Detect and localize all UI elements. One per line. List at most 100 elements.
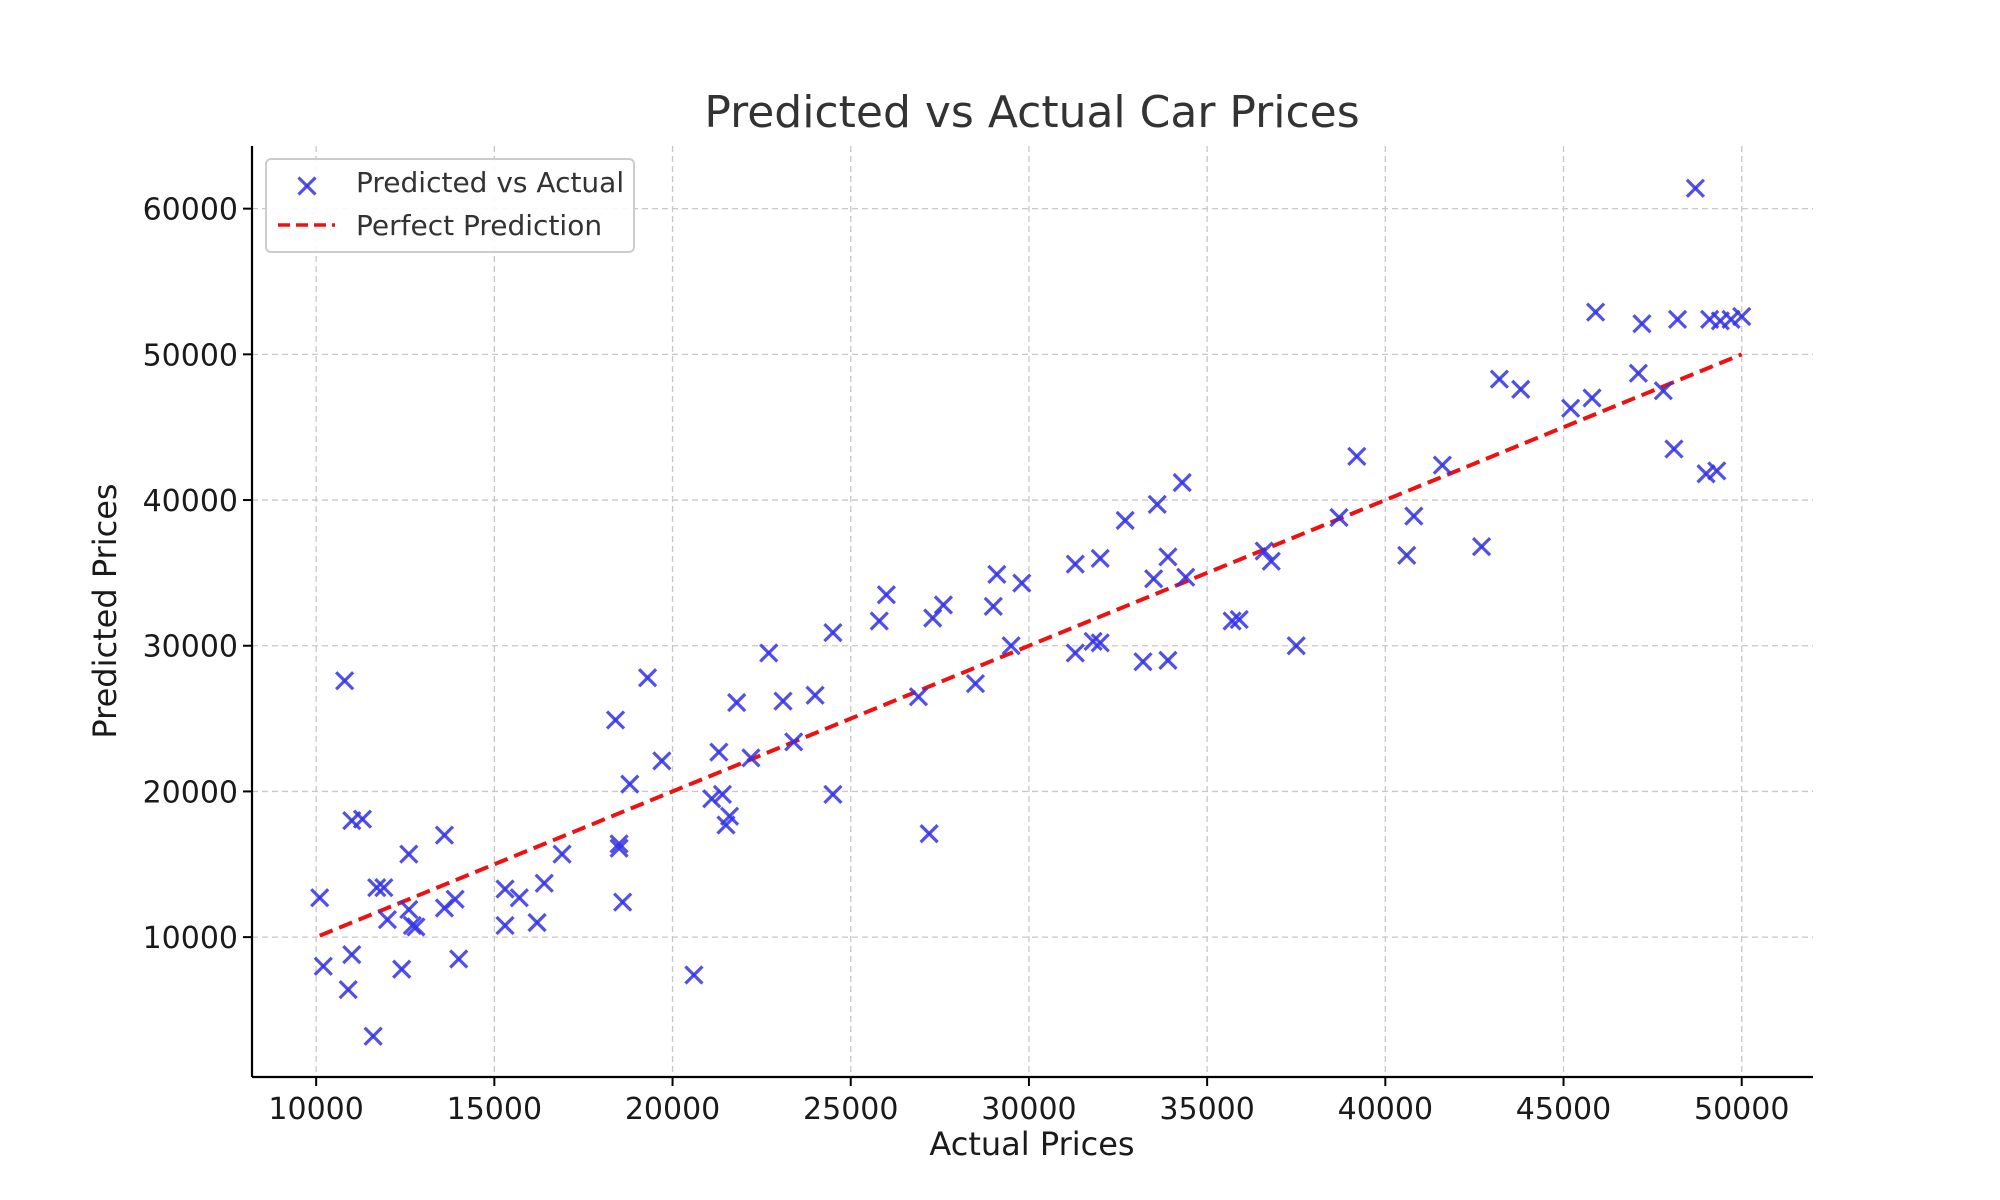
data-point	[1721, 309, 1741, 330]
point-stroke	[1001, 636, 1021, 656]
point-stroke	[1090, 633, 1110, 653]
point-stroke	[367, 877, 387, 898]
point-stroke	[1732, 306, 1752, 327]
point-stroke	[495, 915, 515, 936]
y-tick-label: 50000	[143, 338, 238, 373]
y-axis-title: Predicted Prices	[86, 483, 124, 738]
data-point	[1286, 636, 1306, 656]
data-point	[784, 732, 804, 752]
point-stroke	[399, 899, 419, 920]
y-tick-label: 40000	[143, 484, 238, 519]
point-stroke	[712, 784, 733, 804]
data-point	[1254, 541, 1274, 561]
point-stroke	[374, 877, 394, 898]
data-point	[1347, 446, 1367, 466]
data-point	[1158, 547, 1178, 567]
data-point	[933, 595, 954, 615]
data-point	[1432, 455, 1452, 475]
data-point	[1489, 369, 1510, 389]
point-stroke	[933, 595, 954, 615]
data-point	[823, 622, 843, 643]
y-tick-label: 30000	[143, 630, 238, 665]
data-point	[495, 915, 515, 936]
point-stroke	[313, 956, 333, 976]
point-stroke	[1628, 363, 1648, 383]
point-stroke	[1404, 506, 1424, 526]
data-point	[637, 668, 658, 688]
data-point	[313, 956, 333, 976]
legend: Predicted vs Actual Perfect Prediction	[265, 158, 635, 253]
point-stroke	[338, 979, 358, 1000]
x-tick-label: 40000	[1338, 1092, 1433, 1127]
point-stroke	[1511, 379, 1531, 399]
data-point	[367, 877, 387, 898]
data-point	[1632, 314, 1652, 334]
data-point	[908, 687, 929, 707]
data-point	[1261, 551, 1281, 571]
data-point	[449, 949, 469, 969]
perfect-prediction-line	[318, 352, 1743, 938]
point-stroke	[1489, 369, 1510, 389]
x-tick-label: 35000	[1159, 1092, 1254, 1127]
point-stroke	[1065, 643, 1085, 663]
data-point	[1090, 548, 1110, 568]
data-point	[352, 809, 373, 829]
data-point	[495, 879, 515, 899]
data-point	[377, 910, 398, 930]
data-point	[1582, 388, 1602, 408]
point-stroke	[1664, 439, 1684, 459]
x-axis-title: Actual Prices	[929, 1125, 1134, 1163]
point-stroke	[983, 596, 1003, 617]
point-stroke	[1083, 631, 1103, 651]
y-tick-label: 10000	[143, 921, 238, 956]
data-point	[1685, 178, 1706, 198]
point-stroke	[552, 844, 572, 864]
point-stroke	[1582, 388, 1602, 408]
data-point	[1222, 611, 1242, 631]
x-tick-label: 10000	[268, 1092, 363, 1127]
point-stroke	[449, 949, 469, 969]
x-tick-label: 30000	[981, 1092, 1076, 1127]
data-point	[983, 596, 1003, 617]
data-point	[338, 979, 358, 1000]
point-stroke	[987, 564, 1007, 584]
data-point	[552, 844, 572, 864]
point-stroke	[823, 622, 843, 643]
point-stroke	[1329, 507, 1349, 528]
data-point	[1664, 439, 1684, 459]
x-tick-label: 15000	[447, 1092, 542, 1127]
point-stroke	[1144, 569, 1164, 589]
data-point	[605, 710, 626, 730]
data-point	[702, 789, 722, 809]
data-point	[1090, 633, 1110, 653]
gridlines	[252, 146, 1813, 1077]
point-stroke	[1432, 455, 1452, 475]
point-stroke	[908, 687, 929, 707]
data-point	[445, 889, 465, 909]
point-stroke	[1012, 573, 1032, 593]
point-stroke	[363, 1026, 383, 1046]
data-point	[1471, 537, 1492, 557]
data-point	[609, 838, 629, 858]
data-point	[1707, 461, 1727, 481]
data-point	[1115, 510, 1135, 531]
point-stroke	[434, 825, 455, 845]
point-stroke	[1176, 567, 1196, 587]
y-tick-label: 60000	[143, 193, 238, 228]
data-point	[620, 774, 640, 794]
point-stroke	[919, 824, 939, 844]
data-point	[363, 1026, 383, 1046]
point-stroke	[527, 912, 547, 933]
data-point	[1732, 306, 1752, 327]
axes	[250, 146, 1813, 1079]
data-point	[534, 873, 554, 893]
data-point	[1158, 650, 1178, 670]
data-point	[406, 917, 426, 937]
x-tick-label: 25000	[803, 1092, 898, 1127]
data-point	[727, 692, 747, 713]
point-stroke	[377, 910, 398, 930]
point-stroke	[310, 888, 330, 908]
x-tick-label: 50000	[1694, 1092, 1789, 1127]
point-stroke	[1133, 652, 1153, 672]
